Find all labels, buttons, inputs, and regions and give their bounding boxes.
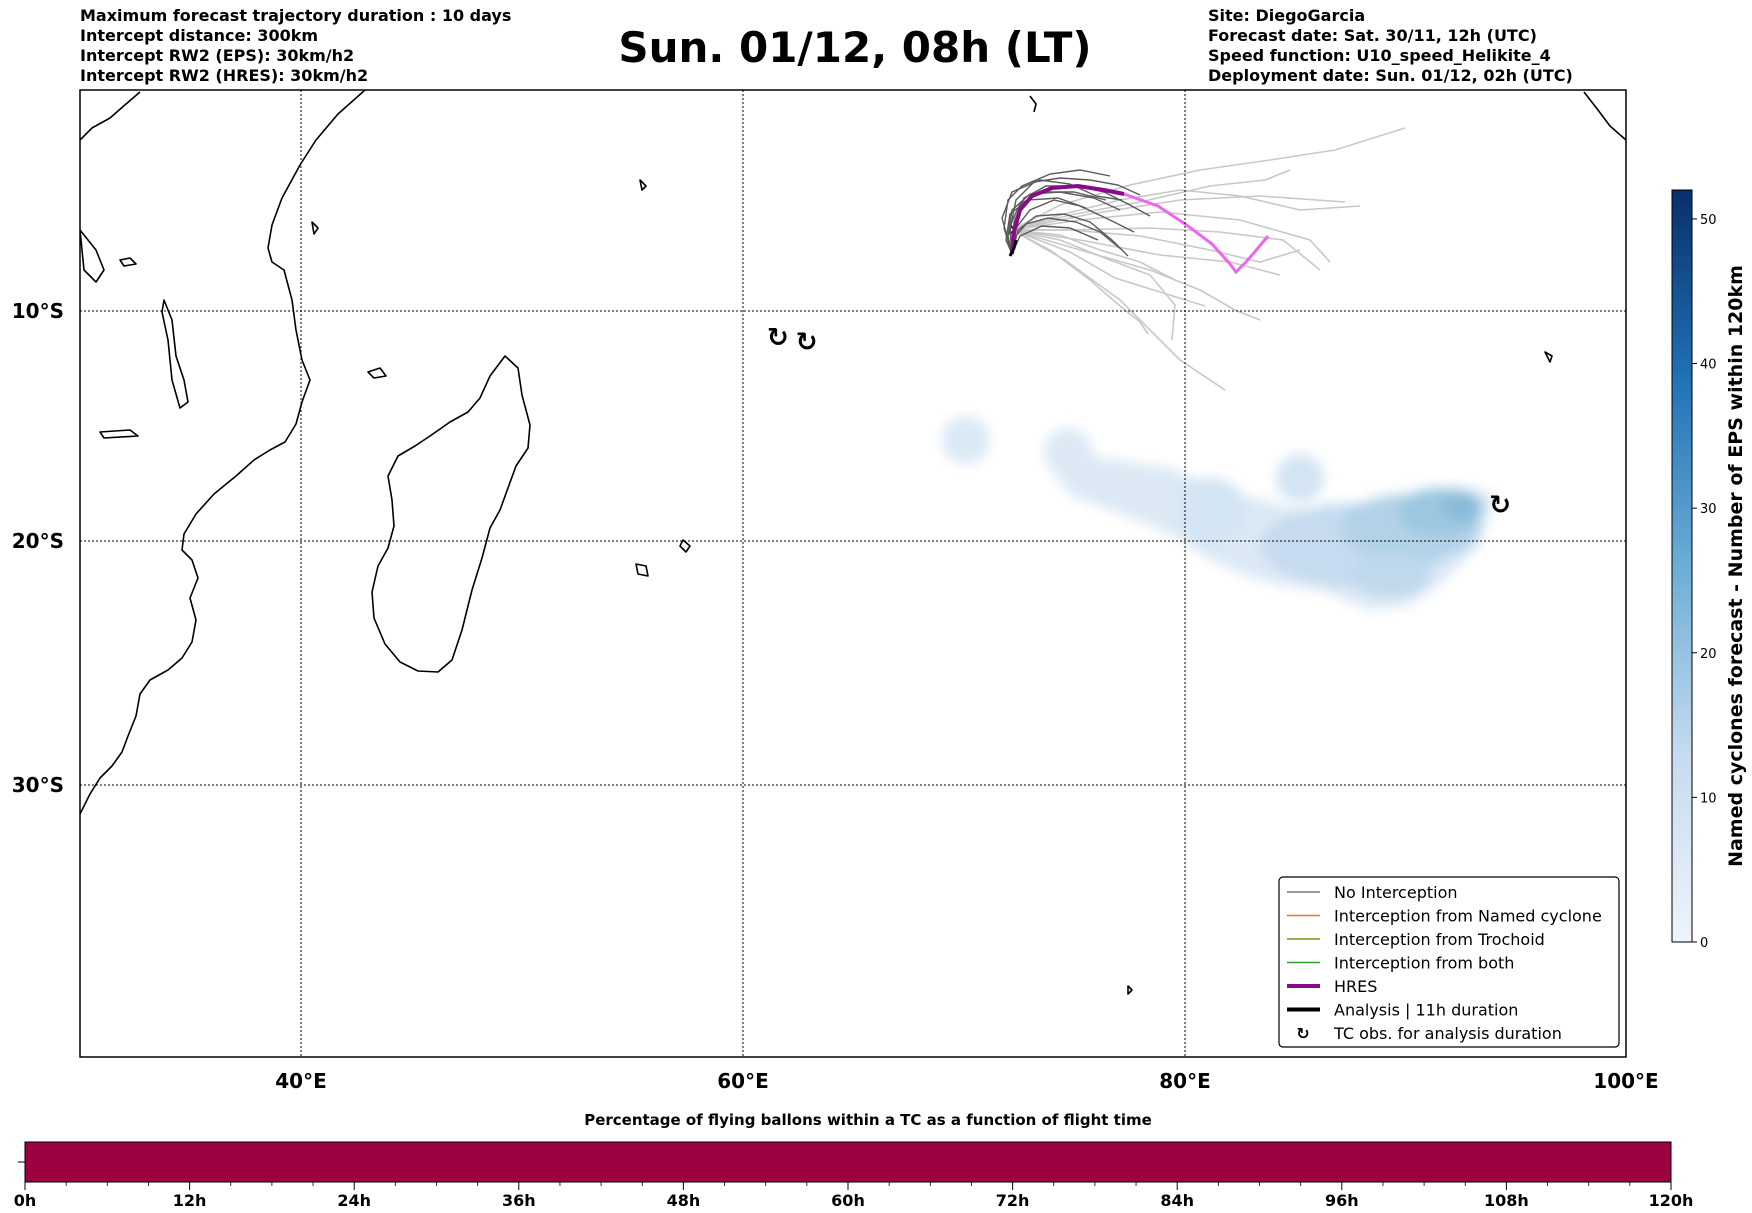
colorbar-tick-label: 36h [502,1191,536,1210]
info-line: Site: DiegoGarcia [1208,6,1366,25]
island-small [99,429,139,439]
socotra-island [119,257,137,267]
colorbar-bottom-title: Percentage of flying ballons within a TC… [584,1111,1152,1129]
arabia-coast [80,91,141,141]
colorbar-tick-label: 84h [1160,1191,1194,1210]
eps-track [1011,189,1361,231]
eps-trajectories-near [1001,169,1151,257]
map-frame [79,89,1627,1058]
island-small [161,299,189,409]
colorbar-bottom: Percentage of flying ballons within a TC… [14,1111,1694,1210]
colorbar-tick-label: 72h [996,1191,1030,1210]
legend-box [1278,876,1620,1048]
info-line: Speed function: U10_speed_Helikite_4 [1208,46,1551,65]
colorbar-tick-label: 0h [14,1191,37,1210]
legend-item-label: HRES [1334,977,1377,996]
eps-track [1011,169,1291,231]
colorbar-tick-label: 12h [173,1191,207,1210]
tc-symbol-icon: ↻ [796,328,818,358]
lon-tick-label: 100°E [1593,1069,1658,1093]
hres-track-late [1123,192,1270,275]
legend-item-label: TC obs. for analysis duration [1333,1024,1562,1043]
colorbar-tick-label: 0 [1700,936,1708,951]
analysis-track [1008,239,1018,257]
info-line: Forecast date: Sat. 30/11, 12h (UTC) [1208,26,1537,45]
colorbar-tick-label: 40 [1700,358,1717,373]
lon-tick-label: 40°E [275,1069,327,1093]
coastlines [80,90,1626,995]
map-title: Sun. 01/12, 08h (LT) [618,23,1092,72]
lat-tick-label: 30°S [12,773,64,797]
africa-coast [80,90,366,815]
header-right-info: Site: DiegoGarcia Forecast date: Sat. 30… [1208,6,1573,86]
info-line: Intercept distance: 300km [80,26,319,45]
colorbar-tick-label: 24h [337,1191,371,1210]
eps-track [1011,213,1129,257]
info-line: Maximum forecast trajectory duration : 1… [80,6,512,25]
legend-item-label: Analysis | 11h duration [1334,1001,1518,1020]
tc-symbol-icon: ↻ [1489,490,1511,520]
eps-track [1011,225,1099,255]
lat-tick-label: 10°S [12,299,64,323]
eps-track [1003,169,1111,255]
eps-track [1011,229,1149,335]
hres-track-early [1010,183,1125,255]
eps-track [1011,195,1346,231]
colorbar-tick-label: 108h [1484,1191,1529,1210]
colorbar-tick-label: 10 [1700,791,1717,806]
sumatra-coast [1583,91,1626,141]
eps-track [1011,211,1331,263]
colorbar-tick-label: 30 [1700,502,1717,517]
header-left-info: Maximum forecast trajectory duration : 1… [80,6,511,86]
mauritius-island [635,563,649,577]
tc-observation-symbols: ↻ ↻↻ [767,323,1511,520]
colorbar-bottom-scale [24,1141,1672,1183]
axis-labels: 40°E 60°E 80°E 100°E 10°S 20°S 30°S [12,299,1659,1093]
colorbar-tick-label: 120h [1649,1191,1694,1210]
island-small [1544,351,1553,363]
eps-track [1007,191,1121,255]
legend-item-label: Interception from Named cyclone [1334,907,1602,926]
aldabra-island [367,367,387,379]
legend: No Interception Interception from Named c… [1278,876,1620,1048]
info-line: Intercept RW2 (HRES): 30km/h2 [80,66,369,85]
colorbar-right-scale [1671,189,1693,943]
cyclone-density-cloud [942,416,1495,610]
eps-track [1001,179,1123,255]
tc-symbol-icon: ↻ [767,323,789,353]
legend-item-label: Interception from both [1334,954,1514,973]
lat-tick-label: 20°S [12,529,64,553]
legend-tc-icon: ↻ [1296,1024,1309,1043]
island-small [80,229,105,283]
eps-track [1011,229,1176,341]
info-line: Intercept RW2 (EPS): 30km/h2 [80,46,355,65]
madagascar-coast [371,355,531,673]
colorbar-tick-label: 50 [1700,213,1717,228]
lon-tick-label: 80°E [1159,1069,1211,1093]
eps-track [1011,229,1206,307]
colorbar-tick-label: 96h [1325,1191,1359,1210]
graticule [80,90,1626,1057]
lon-tick-label: 60°E [717,1069,769,1093]
eps-track [1005,197,1087,255]
eps-track [1011,229,1176,281]
island-small [1127,985,1133,995]
info-line: Deployment date: Sun. 01/12, 02h (UTC) [1208,66,1573,85]
colorbar-tick-label: 20 [1700,647,1717,662]
sri-lanka-coast [1029,95,1037,113]
colorbar-right-label: Named cyclones forecast - Number of EPS … [1725,265,1747,867]
colorbar-tick-label: 60h [831,1191,865,1210]
legend-item-label: Interception from Trochoid [1334,930,1545,949]
legend-item-label: No Interception [1334,883,1458,902]
eps-track [1011,127,1406,231]
reunion-island [679,539,691,553]
colorbar-right: 0 10 20 30 40 50 Named cyclones forecast - Nu… [1671,189,1747,951]
seychelles-island [639,179,647,191]
eps-track [1011,229,1281,276]
colorbar-tick-label: 48h [667,1191,701,1210]
comoros-island [311,221,319,235]
